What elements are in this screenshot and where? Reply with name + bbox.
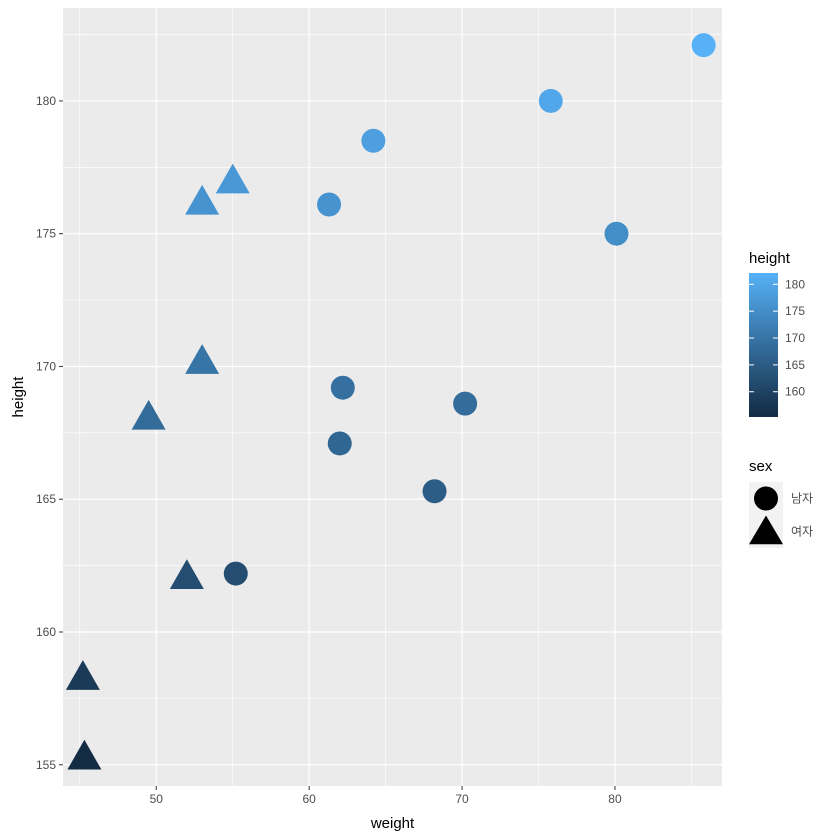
triangle-point <box>215 163 250 194</box>
circle-point <box>453 391 478 416</box>
color-legend: height 160 165 170 175 180 <box>749 250 805 417</box>
x-axis: 50 60 70 80 <box>150 786 622 806</box>
circle-point <box>330 375 355 400</box>
color-bar-label: 160 <box>785 385 805 399</box>
shape-legend-title: sex <box>749 458 773 475</box>
circle-point <box>604 221 629 246</box>
x-tick-label: 50 <box>150 792 164 806</box>
color-bar-label: 165 <box>785 358 805 372</box>
circle-point <box>361 128 386 153</box>
legend-entry-label: 남자 <box>791 492 813 506</box>
circle-point <box>422 479 447 504</box>
circle-point <box>538 88 563 113</box>
plot-panel <box>63 8 722 786</box>
circle-point <box>327 431 352 456</box>
circle-point <box>317 192 342 217</box>
triangle-point <box>169 559 204 589</box>
x-tick-label: 80 <box>608 792 622 806</box>
y-tick-label: 165 <box>36 492 56 506</box>
color-bar-label: 175 <box>785 304 805 318</box>
legend-triangle-key <box>749 515 783 545</box>
y-axis: 155 160 165 170 175 180 <box>36 94 63 772</box>
triangle-point <box>131 399 166 430</box>
y-axis-title: height <box>10 376 27 418</box>
triangle-point <box>185 184 220 215</box>
color-bar <box>749 273 778 417</box>
y-tick-label: 155 <box>36 758 56 772</box>
y-tick-label: 180 <box>36 94 56 108</box>
circle-point <box>223 561 248 586</box>
x-axis-title: weight <box>370 815 415 832</box>
y-tick-label: 160 <box>36 625 56 639</box>
circle-point <box>691 33 716 58</box>
triangle-point <box>67 739 102 770</box>
legend-circle-key <box>754 486 778 511</box>
color-bar-label: 170 <box>785 331 805 345</box>
color-bar-label: 180 <box>785 277 805 291</box>
y-tick-label: 170 <box>36 359 56 373</box>
triangle-point <box>65 660 100 690</box>
y-tick-label: 175 <box>36 227 56 241</box>
x-tick-label: 60 <box>302 792 316 806</box>
triangle-point <box>185 344 220 374</box>
color-legend-title: height <box>749 250 791 267</box>
minor-gridlines <box>63 8 722 786</box>
data-points <box>65 33 716 770</box>
x-tick-label: 70 <box>455 792 469 806</box>
legend-entry-label: 여자 <box>791 525 813 539</box>
color-bar-ticks: 160 165 170 175 180 <box>749 277 805 399</box>
